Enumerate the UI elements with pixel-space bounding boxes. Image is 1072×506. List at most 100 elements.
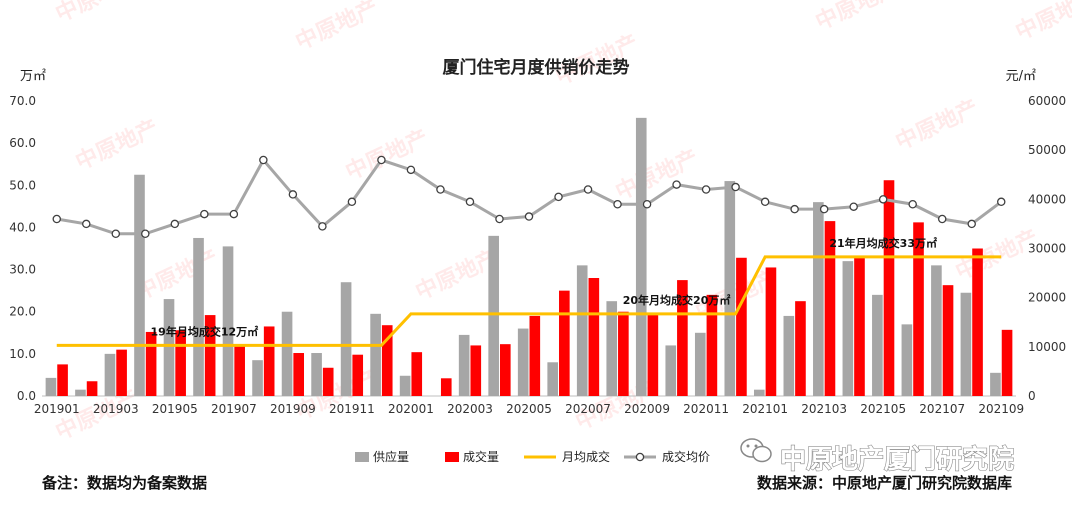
deal-bar <box>57 364 68 396</box>
supply-bar <box>547 362 559 396</box>
avg-price-point <box>436 185 445 194</box>
deal-bar <box>647 313 659 396</box>
deal-bar <box>883 180 895 396</box>
plot-area: 0.0 10.0 20.0 30.0 40.0 50.0 60.0 70.0 0 10000 20… <box>9 94 1066 416</box>
legend-label: 供应量 <box>373 449 409 464</box>
supply-bar <box>901 324 913 396</box>
deal-bar <box>824 221 836 396</box>
avg-price-point <box>111 229 121 238</box>
avg-price-point <box>52 214 62 224</box>
avg-price-point <box>82 219 91 229</box>
supply-bar <box>990 372 1001 396</box>
right-y-tick-label: 30000 <box>1028 242 1066 256</box>
deal-bar <box>293 353 305 396</box>
avg-price-point <box>465 197 475 207</box>
avg-price-point <box>406 165 416 175</box>
brand-block: 中原地产厦门研究院 <box>740 438 1015 476</box>
left-y-tick-label: 30.0 <box>9 263 36 277</box>
avg-price-point <box>642 199 652 209</box>
deal-bar <box>175 330 186 396</box>
avg-price-point <box>170 219 180 229</box>
avg-price-point <box>495 214 504 224</box>
supply-bar <box>813 202 824 396</box>
left-y-tick-label: 40.0 <box>9 220 36 234</box>
deal-bar <box>1001 329 1013 396</box>
brand-name: 中原地产厦门研究院 <box>780 444 1014 475</box>
legend-label: 成交量 <box>463 449 499 464</box>
left-y-tick-label: 60.0 <box>9 136 36 150</box>
avg-price-point <box>318 222 327 231</box>
supply-bar <box>311 353 322 396</box>
deal-bar <box>204 315 216 396</box>
avg-price-point <box>347 197 357 207</box>
supply-bar <box>842 261 854 396</box>
left-y-axis: 0.0 10.0 20.0 30.0 40.0 50.0 60.0 70.0 <box>9 94 36 403</box>
right-y-tick-label: 20000 <box>1028 291 1066 305</box>
watermark-text: 中原地产 <box>292 0 382 55</box>
watermark-text: 中原地产 <box>812 0 902 35</box>
avg-price-point <box>524 212 534 221</box>
legend-marker <box>635 452 645 462</box>
series-deal-bars <box>57 180 1013 396</box>
left-axis-unit: 万㎡ <box>20 69 46 84</box>
deal-bar <box>145 331 157 396</box>
deal-bar <box>352 354 364 396</box>
x-tick-label: 201901 <box>34 402 80 416</box>
avg-price-point <box>878 195 888 204</box>
deal-bar <box>588 278 600 396</box>
x-axis: 201901 201903 201905 201907 201909 201911 2020… <box>34 402 1024 416</box>
supply-bar <box>931 265 942 396</box>
x-tick-label: 202103 <box>801 402 847 416</box>
supply-bar <box>665 345 677 396</box>
avg-price-point <box>731 182 740 192</box>
right-y-tick-label: 60000 <box>1028 94 1066 108</box>
deal-bar <box>913 222 924 396</box>
supply-bar <box>458 334 470 396</box>
avg-price-point <box>937 214 947 224</box>
supply-bar <box>872 294 883 396</box>
x-tick-label: 202101 <box>742 402 788 416</box>
right-y-tick-label: 50000 <box>1028 143 1066 157</box>
avg-price-point <box>790 204 799 214</box>
supply-bar <box>694 332 706 396</box>
right-y-tick-label: 40000 <box>1028 192 1066 206</box>
x-tick-label: 201905 <box>152 402 198 416</box>
avg-price-point <box>377 155 386 165</box>
supply-bar <box>340 282 352 396</box>
deal-bar <box>736 257 747 396</box>
supply-bar <box>635 117 647 396</box>
deal-bar <box>234 345 245 396</box>
footer-source: 数据来源：中原地产厦门研究院数据库 <box>757 474 1012 492</box>
x-tick-label: 202011 <box>683 402 729 416</box>
x-tick-label: 202009 <box>624 402 670 416</box>
avg-price-point <box>967 219 976 229</box>
supply-bar <box>75 389 86 396</box>
x-tick-label: 202109 <box>978 402 1024 416</box>
x-tick-label: 202105 <box>860 402 906 416</box>
right-y-tick-label: 0 <box>1028 389 1036 403</box>
supply-bar <box>724 181 736 396</box>
annotation-label: 20年月均成交20万㎡ <box>623 293 731 307</box>
supply-bar <box>606 301 618 396</box>
supply-bar <box>222 246 234 396</box>
footer-note: 备注：数据均为备案数据 <box>41 474 207 492</box>
supply-bar <box>370 313 381 396</box>
supply-bar <box>281 311 293 396</box>
supply-bar <box>960 292 972 396</box>
wechat-icon <box>740 438 772 463</box>
legend-swatch <box>355 452 369 462</box>
avg-price-point <box>554 192 563 202</box>
legend-label: 成交均价 <box>662 449 710 464</box>
deal-bar <box>559 290 570 396</box>
deal-bar <box>86 381 98 396</box>
deal-bar <box>529 315 541 396</box>
avg-price-point <box>613 199 622 209</box>
deal-bar <box>854 256 865 396</box>
x-tick-label: 202005 <box>506 402 552 416</box>
supply-bar <box>193 237 204 396</box>
deal-bar <box>411 352 423 396</box>
avg-price-point <box>701 185 711 194</box>
annotations: 19年月均成交12万㎡ 20年月均成交20万㎡ 21年月均成交33万㎡ <box>151 236 937 338</box>
deal-bar <box>677 280 688 396</box>
